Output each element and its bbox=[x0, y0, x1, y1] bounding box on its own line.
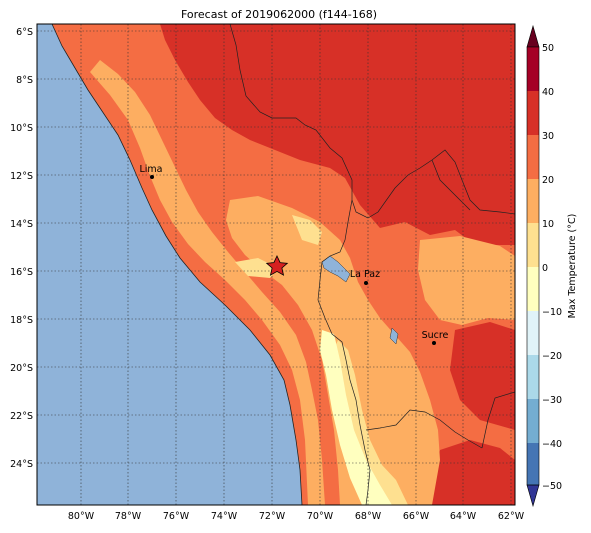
coastline bbox=[51, 24, 303, 505]
city-dot bbox=[432, 341, 436, 345]
land-0-10-south2 bbox=[320, 330, 392, 505]
colorbar-tick: 50 bbox=[542, 43, 554, 54]
colorbar-ticks: 50 40 30 20 10 0 −10 −20 −30 −40 −50 bbox=[542, 43, 562, 492]
lat-label: 18°S bbox=[10, 315, 33, 326]
lat-label: 8°S bbox=[16, 75, 33, 86]
lon-label: 72°W bbox=[259, 511, 286, 522]
lon-label: 76°W bbox=[163, 511, 190, 522]
star-marker bbox=[265, 255, 289, 276]
land-0-10-south bbox=[332, 340, 408, 505]
lat-label: 14°S bbox=[10, 219, 33, 230]
city-dot bbox=[150, 175, 154, 179]
border-peru-bolivia bbox=[317, 199, 353, 301]
lon-label: 66°W bbox=[403, 511, 430, 522]
lat-label: 12°S bbox=[10, 171, 33, 182]
land-10-20-east bbox=[418, 236, 515, 325]
lon-label: 68°W bbox=[355, 511, 382, 522]
land-0-10-altiplano bbox=[292, 215, 322, 245]
colorbar-band bbox=[527, 443, 539, 485]
colorbar-tick: −40 bbox=[542, 439, 562, 450]
land-10-20-coast bbox=[90, 60, 325, 505]
lon-label: 78°W bbox=[115, 511, 142, 522]
lat-label: 16°S bbox=[10, 267, 33, 278]
lat-labels: 6°S 8°S 10°S 12°S 14°S 16°S 18°S 20°S 22… bbox=[10, 27, 33, 470]
colorbar-label: Max Temperature (°C) bbox=[567, 214, 578, 319]
lat-label: 10°S bbox=[10, 123, 33, 134]
border-chile-bolivia bbox=[317, 299, 371, 505]
border-brazil-bolivia-east bbox=[431, 159, 471, 211]
lake-titicaca bbox=[321, 255, 351, 283]
colorbar-tick: −10 bbox=[542, 307, 562, 318]
colorbar-frame bbox=[526, 46, 540, 486]
colorbar-band bbox=[527, 135, 539, 179]
map-title: Forecast of 2019062000 (f144-168) bbox=[181, 8, 377, 21]
border-peru-brazil bbox=[229, 24, 515, 219]
colorbar-tick: 40 bbox=[542, 87, 554, 98]
city-la-paz: La Paz bbox=[350, 269, 380, 285]
city-label: Lima bbox=[139, 164, 162, 175]
lake-poopo bbox=[389, 327, 399, 345]
colorbar-band bbox=[527, 47, 539, 91]
lat-label: 22°S bbox=[10, 411, 33, 422]
city-dot bbox=[364, 281, 368, 285]
border-bolivia-argentina bbox=[365, 409, 483, 449]
border-bolivia-paraguay bbox=[481, 391, 515, 449]
colorbar-band bbox=[527, 179, 539, 223]
colorbar-tick: 0 bbox=[542, 263, 548, 274]
city-sucre: Sucre bbox=[422, 330, 449, 345]
map-area: Lima La Paz Sucre bbox=[37, 24, 515, 505]
land-30-40-south bbox=[430, 440, 515, 505]
lon-label: 70°W bbox=[307, 511, 334, 522]
city-lima: Lima bbox=[139, 164, 163, 179]
lat-label: 6°S bbox=[16, 27, 33, 38]
colorbar-band bbox=[527, 267, 539, 311]
colorbar-tick: 20 bbox=[542, 175, 554, 186]
colorbar-band bbox=[527, 91, 539, 135]
map-frame bbox=[36, 23, 516, 506]
lat-label: 20°S bbox=[10, 363, 33, 374]
lon-label: 74°W bbox=[211, 511, 238, 522]
lon-label: 64°W bbox=[450, 511, 477, 522]
colorbar-tick: −50 bbox=[542, 481, 562, 492]
colorbar-tick: −30 bbox=[542, 395, 562, 406]
colorbar-extend-top bbox=[526, 24, 540, 48]
colorbar-band bbox=[527, 223, 539, 267]
colorbar-band bbox=[527, 355, 539, 399]
colorbar-band bbox=[527, 399, 539, 443]
colorbar-tick: 10 bbox=[542, 219, 554, 230]
city-label: Sucre bbox=[422, 330, 449, 341]
lat-label: 24°S bbox=[10, 459, 33, 470]
colorbar-extend-bottom bbox=[526, 484, 540, 508]
colorbar-tick: −20 bbox=[542, 351, 562, 362]
land-30-40-east bbox=[450, 322, 515, 430]
city-label: La Paz bbox=[350, 269, 380, 280]
lon-label: 62°W bbox=[498, 511, 525, 522]
lon-labels: 80°W 78°W 76°W 74°W 72°W 70°W 68°W 66°W … bbox=[68, 511, 525, 522]
colorbar-band bbox=[527, 311, 539, 355]
colorbar: 50 40 30 20 10 0 −10 −20 −30 −40 −50 Max… bbox=[526, 24, 578, 508]
colorbar-tick: 30 bbox=[542, 131, 554, 142]
lon-label: 80°W bbox=[68, 511, 95, 522]
